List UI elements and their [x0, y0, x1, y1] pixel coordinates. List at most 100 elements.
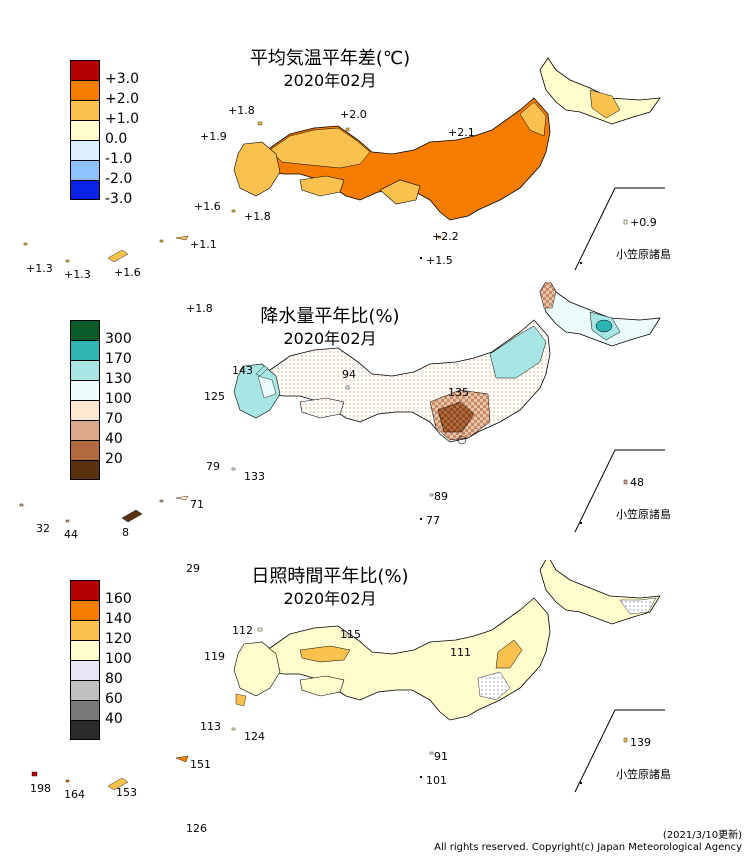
legend-swatch: 70 — [70, 400, 123, 427]
value-label: 113 — [200, 720, 221, 733]
value-label: 94 — [342, 368, 356, 381]
panel-title: 平均気温平年差(℃) 2020年02月 — [230, 48, 430, 92]
legend-label: 80 — [105, 671, 123, 687]
legend-swatch: 40 — [70, 700, 123, 727]
value-label: 8 — [122, 526, 129, 539]
value-label: +1.8 — [244, 210, 271, 223]
legend-swatch: +3.0 — [70, 60, 139, 87]
value-label: +1.6 — [114, 266, 141, 279]
legend-label: 40 — [105, 431, 123, 447]
value-label: 101 — [426, 774, 447, 787]
value-label: 89 — [434, 490, 448, 503]
value-label: +1.8 — [186, 302, 213, 315]
legend-label: 130 — [105, 371, 132, 387]
value-label: 164 — [64, 788, 85, 801]
panel-title: 降水量平年比(%) 2020年02月 — [230, 306, 430, 350]
value-label: 79 — [206, 460, 220, 473]
value-label: +1.3 — [64, 268, 91, 281]
legend-swatch: 160 — [70, 580, 132, 607]
legend-label: 300 — [105, 331, 132, 347]
legend-label: 160 — [105, 591, 132, 607]
legend-swatch: 40 — [70, 420, 123, 447]
legend-label: 170 — [105, 351, 132, 367]
value-label: +1.1 — [190, 238, 217, 251]
update-date: (2021/3/10更新) — [662, 830, 742, 841]
legend-label: 100 — [105, 391, 132, 407]
ogasawara-label: 小笠原諸島 — [616, 248, 671, 261]
value-label: 153 — [116, 786, 137, 799]
legend-swatch — [70, 460, 100, 480]
legend-label: 70 — [105, 411, 123, 427]
legend-swatch: +1.0 — [70, 100, 139, 127]
value-label: +1.6 — [194, 200, 221, 213]
legend-label: 0.0 — [105, 131, 128, 147]
period-text: 2020年02月 — [283, 589, 377, 608]
value-label: 119 — [204, 650, 225, 663]
legend-swatch: 100 — [70, 640, 132, 667]
value-label: 135 — [448, 386, 469, 399]
value-label: +2.0 — [340, 108, 367, 121]
title-text: 降水量平年比(%) — [260, 306, 400, 327]
sunshine-panel: 日照時間平年比(%) 2020年02月 160 140 120 100 80 6… — [0, 560, 750, 835]
value-label: 71 — [190, 498, 204, 511]
title-text: 平均気温平年差(℃) — [249, 48, 411, 69]
legend-label: -3.0 — [105, 191, 133, 207]
legend: +3.0 +2.0 +1.0 0.0 -1.0 -2.0 -3.0 — [70, 60, 139, 207]
period-text: 2020年02月 — [283, 71, 377, 90]
value-label: 29 — [186, 562, 200, 575]
value-label: 91 — [434, 750, 448, 763]
legend: 300 170 130 100 70 40 20 — [70, 320, 132, 480]
value-label: 126 — [186, 822, 207, 835]
value-label: +2.1 — [448, 126, 475, 139]
legend-label: 60 — [105, 691, 123, 707]
value-label: 124 — [244, 730, 265, 743]
legend-swatch: 80 — [70, 660, 123, 687]
copyright: All rights reserved. Copyright(c) Japan … — [434, 842, 742, 853]
legend-swatch: +2.0 — [70, 80, 139, 107]
value-label: +0.9 — [630, 216, 657, 229]
value-label: +1.8 — [228, 104, 255, 117]
legend-swatch: 140 — [70, 600, 132, 627]
value-label: 125 — [204, 390, 225, 403]
legend-label: +2.0 — [105, 91, 139, 107]
legend-label: 20 — [105, 451, 123, 467]
legend-label: 120 — [105, 631, 132, 647]
panel-title: 日照時間平年比(%) 2020年02月 — [230, 566, 430, 610]
legend-swatch: -3.0 — [70, 180, 132, 207]
ogasawara-label: 小笠原諸島 — [616, 508, 671, 521]
value-label: 151 — [190, 758, 211, 771]
period-text: 2020年02月 — [283, 329, 377, 348]
legend-label: 100 — [105, 651, 132, 667]
value-label: 77 — [426, 514, 440, 527]
legend-swatch: 0.0 — [70, 120, 127, 147]
value-label: 198 — [30, 782, 51, 795]
sunshine-map — [31, 560, 665, 793]
legend-label: -2.0 — [105, 171, 133, 187]
legend-label: +1.0 — [105, 111, 139, 127]
value-label: 133 — [244, 470, 265, 483]
value-label: 143 — [232, 364, 253, 377]
value-label: +1.3 — [26, 262, 53, 275]
legend-swatch: 300 — [70, 320, 132, 347]
footer: (2021/3/10更新) All rights reserved. Copyr… — [434, 830, 742, 854]
legend-swatch: 170 — [70, 340, 132, 367]
value-label: +1.5 — [426, 254, 453, 267]
value-label: 112 — [232, 624, 253, 637]
legend-label: -1.0 — [105, 151, 133, 167]
value-label: 44 — [64, 528, 78, 541]
title-text: 日照時間平年比(%) — [251, 566, 409, 587]
precipitation-panel: 降水量平年比(%) 2020年02月 300 170 130 100 70 40… — [0, 282, 750, 575]
legend-swatch — [70, 720, 100, 740]
legend-label: 40 — [105, 711, 123, 727]
legend-swatch: 100 — [70, 380, 132, 407]
value-label: 32 — [36, 522, 50, 535]
temperature-panel: 平均気温平年差(℃) 2020年02月 +3.0 +2.0 +1.0 0.0 -… — [0, 40, 750, 315]
legend-swatch: -1.0 — [70, 140, 132, 167]
value-label: 48 — [630, 476, 644, 489]
legend-swatch: 60 — [70, 680, 123, 707]
value-label: +2.2 — [432, 230, 459, 243]
legend-label: +3.0 — [105, 71, 139, 87]
value-label: +1.9 — [200, 130, 227, 143]
temperature-map — [23, 57, 665, 271]
value-label: 111 — [450, 646, 471, 659]
